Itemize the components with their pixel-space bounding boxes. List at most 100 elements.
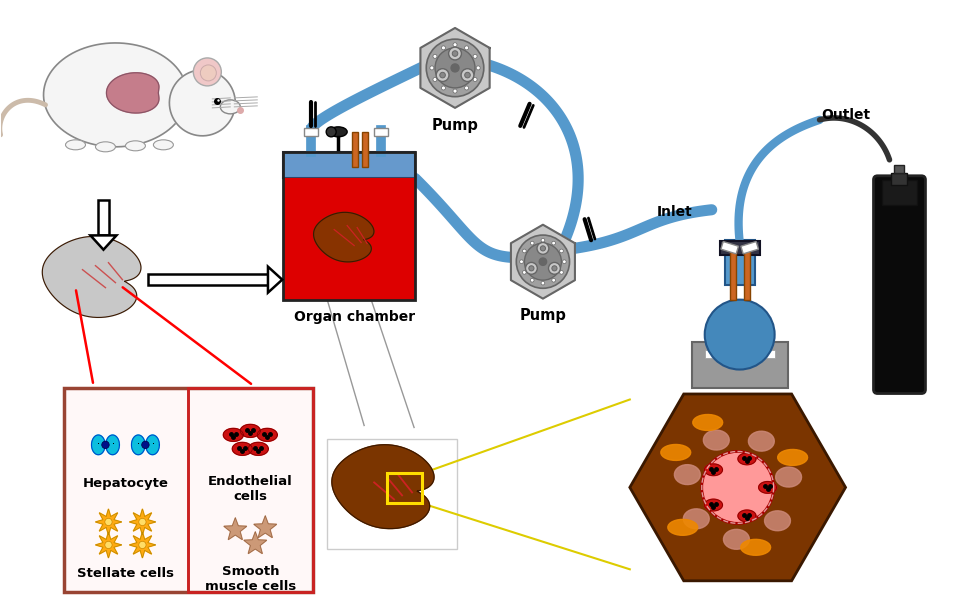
Polygon shape [705,464,723,475]
Circle shape [442,46,445,50]
Circle shape [541,239,544,242]
Polygon shape [43,43,187,147]
Polygon shape [764,511,790,531]
Polygon shape [630,394,846,581]
Circle shape [426,39,484,97]
Text: Organ chamber: Organ chamber [294,310,415,323]
Bar [283,178,415,300]
Ellipse shape [329,127,348,137]
Text: Smooth
muscle cells: Smooth muscle cells [204,565,296,593]
Polygon shape [169,70,235,136]
Bar [283,152,415,300]
Circle shape [519,260,523,263]
Polygon shape [224,518,247,540]
Bar [730,249,735,300]
Circle shape [524,243,562,280]
FancyBboxPatch shape [692,341,787,388]
Circle shape [473,54,477,58]
Polygon shape [741,539,771,555]
Circle shape [548,263,561,274]
Bar [327,439,457,549]
Polygon shape [741,242,758,254]
Circle shape [326,127,336,137]
Bar [387,474,422,504]
FancyBboxPatch shape [874,175,925,394]
Circle shape [453,43,457,47]
Polygon shape [778,450,807,465]
Polygon shape [724,529,750,549]
Circle shape [102,441,109,448]
Bar [374,128,388,136]
Text: Outlet: Outlet [822,108,871,122]
Text: Endothelial
cells: Endothelial cells [208,475,293,503]
Text: Pump: Pump [432,118,478,133]
Ellipse shape [126,141,145,151]
Text: Inlet: Inlet [657,205,692,219]
Polygon shape [91,435,106,455]
Polygon shape [224,429,243,441]
Polygon shape [232,442,252,456]
Circle shape [465,86,468,90]
Polygon shape [130,509,156,535]
Polygon shape [95,509,122,535]
Bar [892,172,907,185]
Circle shape [435,48,475,88]
Bar [98,200,108,236]
Polygon shape [90,236,116,249]
Circle shape [530,241,534,245]
Ellipse shape [65,140,85,150]
Bar [352,132,358,167]
Polygon shape [684,509,709,529]
Circle shape [529,266,534,271]
Polygon shape [249,442,268,456]
Polygon shape [106,435,119,455]
Circle shape [540,246,545,251]
Polygon shape [511,225,575,299]
Polygon shape [738,510,756,522]
Polygon shape [738,453,756,465]
Bar [188,388,313,592]
Polygon shape [132,435,145,455]
Bar [63,388,313,592]
Circle shape [436,69,449,82]
Circle shape [461,69,474,82]
Circle shape [453,89,457,93]
Circle shape [552,266,557,271]
Polygon shape [749,431,775,451]
Circle shape [433,54,437,58]
Circle shape [442,86,445,90]
Circle shape [530,278,534,282]
Circle shape [451,64,459,72]
Circle shape [476,66,480,70]
Bar [895,165,904,172]
Bar [720,241,759,255]
Polygon shape [332,445,434,529]
Ellipse shape [705,300,775,370]
Polygon shape [776,467,802,487]
Polygon shape [758,481,777,493]
Bar [881,180,918,205]
Circle shape [552,241,556,245]
Circle shape [465,72,470,78]
Circle shape [563,260,566,263]
Circle shape [452,50,458,56]
Polygon shape [268,267,282,293]
Bar [705,350,775,358]
Polygon shape [130,532,156,558]
Circle shape [560,249,564,253]
Polygon shape [257,429,277,441]
Polygon shape [95,532,122,558]
Circle shape [537,242,549,254]
Circle shape [105,518,112,526]
Circle shape [540,258,546,266]
Polygon shape [244,532,267,554]
Circle shape [560,270,564,274]
Circle shape [430,66,434,70]
Circle shape [522,249,526,253]
Bar [725,240,755,285]
Circle shape [552,278,556,282]
Circle shape [525,263,538,274]
Circle shape [201,65,216,81]
Polygon shape [240,424,260,438]
Circle shape [473,78,477,82]
